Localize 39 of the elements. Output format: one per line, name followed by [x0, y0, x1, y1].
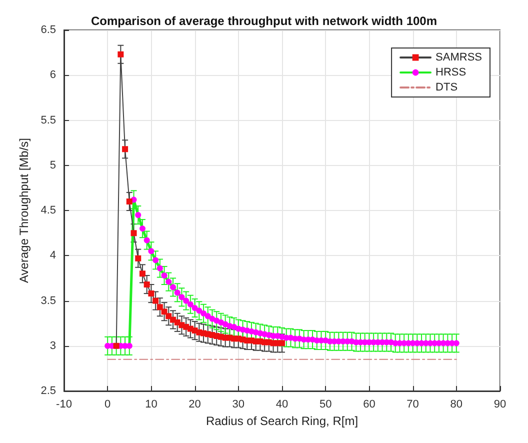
point	[122, 146, 128, 152]
y-axis-title: Average Throughput [Mb/s]	[16, 138, 31, 283]
x-tick-label: 90	[494, 398, 506, 410]
point	[170, 316, 176, 323]
x-tick-label: 0	[104, 398, 111, 410]
y-tick-label: 5.5	[40, 114, 56, 126]
point	[118, 51, 124, 58]
y-tick-label: 6	[50, 69, 56, 82]
y-tick-label: 3.5	[40, 294, 56, 307]
y-tick-label: 6.5	[40, 24, 56, 36]
point	[135, 255, 142, 262]
x-tick-label: 60	[363, 398, 376, 410]
point	[144, 282, 150, 288]
point	[148, 290, 154, 297]
y-tick-label: 4	[50, 250, 56, 262]
point	[156, 304, 163, 310]
x-tick-label: 20	[188, 398, 201, 410]
y-tick-label: 4.5	[40, 204, 56, 216]
x-tick-label: 70	[406, 398, 419, 410]
x-tick-label: 80	[450, 398, 463, 410]
x-tick-label: 30	[232, 398, 245, 410]
point	[161, 308, 168, 315]
y-tick-label: 3	[50, 340, 56, 352]
x-tick-label: -10	[56, 398, 72, 410]
legend-label: SAMRSS	[436, 52, 482, 64]
x-axis-title: Radius of Search Ring, R[m]	[206, 414, 358, 428]
point	[126, 198, 132, 204]
legend-label: DTS	[436, 82, 458, 94]
chart-title: Comparison of average throughput with network width 100m	[90, 14, 438, 28]
point	[139, 270, 146, 277]
legend-label: HRSS	[436, 66, 466, 78]
x-tick-label: 50	[319, 398, 332, 410]
point	[130, 230, 137, 236]
y-tick-label: 5	[50, 159, 56, 172]
point	[152, 298, 159, 304]
y-tick-label: 2.5	[40, 385, 56, 397]
point	[166, 313, 172, 320]
x-tick-label: 10	[145, 398, 158, 410]
x-tick-label: 40	[276, 398, 288, 410]
